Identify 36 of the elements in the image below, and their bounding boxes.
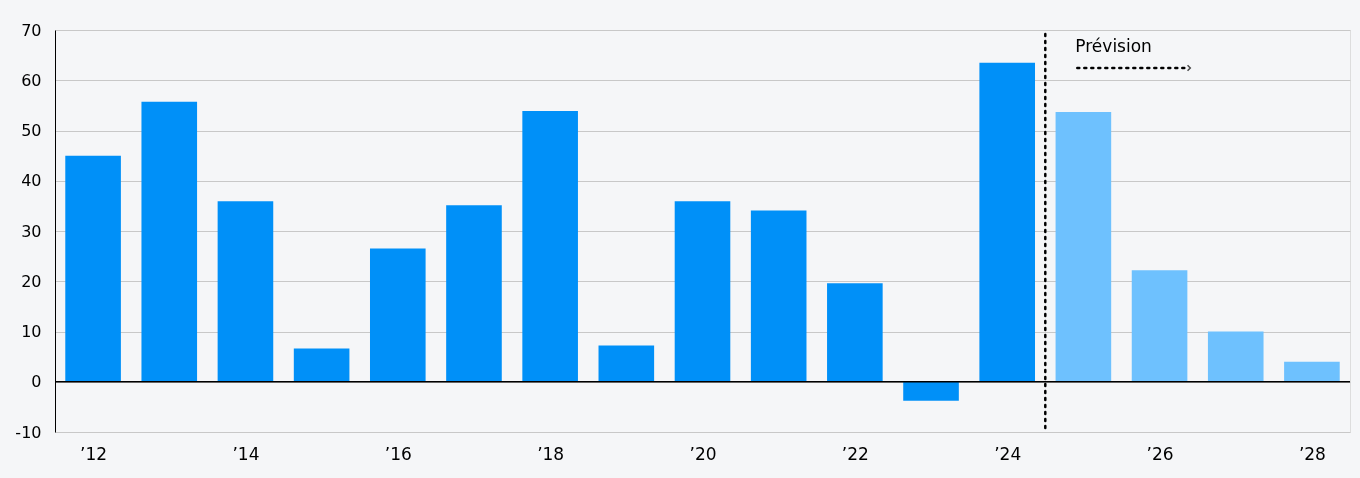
y-tick-label: 30	[21, 221, 42, 241]
x-tick-label: ’18	[537, 443, 565, 464]
y-tick-label: 10	[21, 322, 42, 341]
x-tick-label: ’14	[232, 443, 260, 464]
y-tick-label: 50	[21, 121, 42, 140]
y-tick-label: 20	[21, 271, 42, 291]
bar	[446, 205, 502, 382]
bar	[750, 210, 807, 382]
bar	[369, 248, 426, 382]
bar	[1131, 270, 1188, 382]
y-tick-label: -10	[15, 422, 42, 442]
x-tick-label: ’22	[841, 443, 869, 464]
bar	[1284, 361, 1340, 382]
bar	[293, 348, 350, 382]
x-tick-label: ’16	[384, 443, 412, 464]
bar	[522, 110, 578, 382]
bar	[217, 201, 274, 382]
x-tick-label: ’26	[1146, 443, 1174, 464]
x-tick-label: ’28	[1298, 443, 1326, 464]
bar	[141, 101, 198, 382]
x-tick-label: ’24	[994, 443, 1022, 464]
ref-line-label: Prévision	[1075, 36, 1152, 56]
bar	[1055, 111, 1112, 382]
bar	[598, 345, 655, 382]
x-tick-label: ’20	[689, 443, 717, 464]
y-tick-label: 70	[21, 20, 42, 40]
bar	[979, 62, 1036, 382]
y-tick-label: 0	[31, 372, 42, 392]
y-tick-label: 60	[21, 70, 42, 90]
bar	[674, 201, 731, 382]
bar	[903, 381, 959, 401]
y-tick-label: 40	[21, 171, 42, 191]
x-tick-label: ’12	[80, 443, 108, 464]
bar	[1207, 331, 1264, 382]
bar	[65, 155, 121, 382]
bar	[827, 283, 883, 382]
